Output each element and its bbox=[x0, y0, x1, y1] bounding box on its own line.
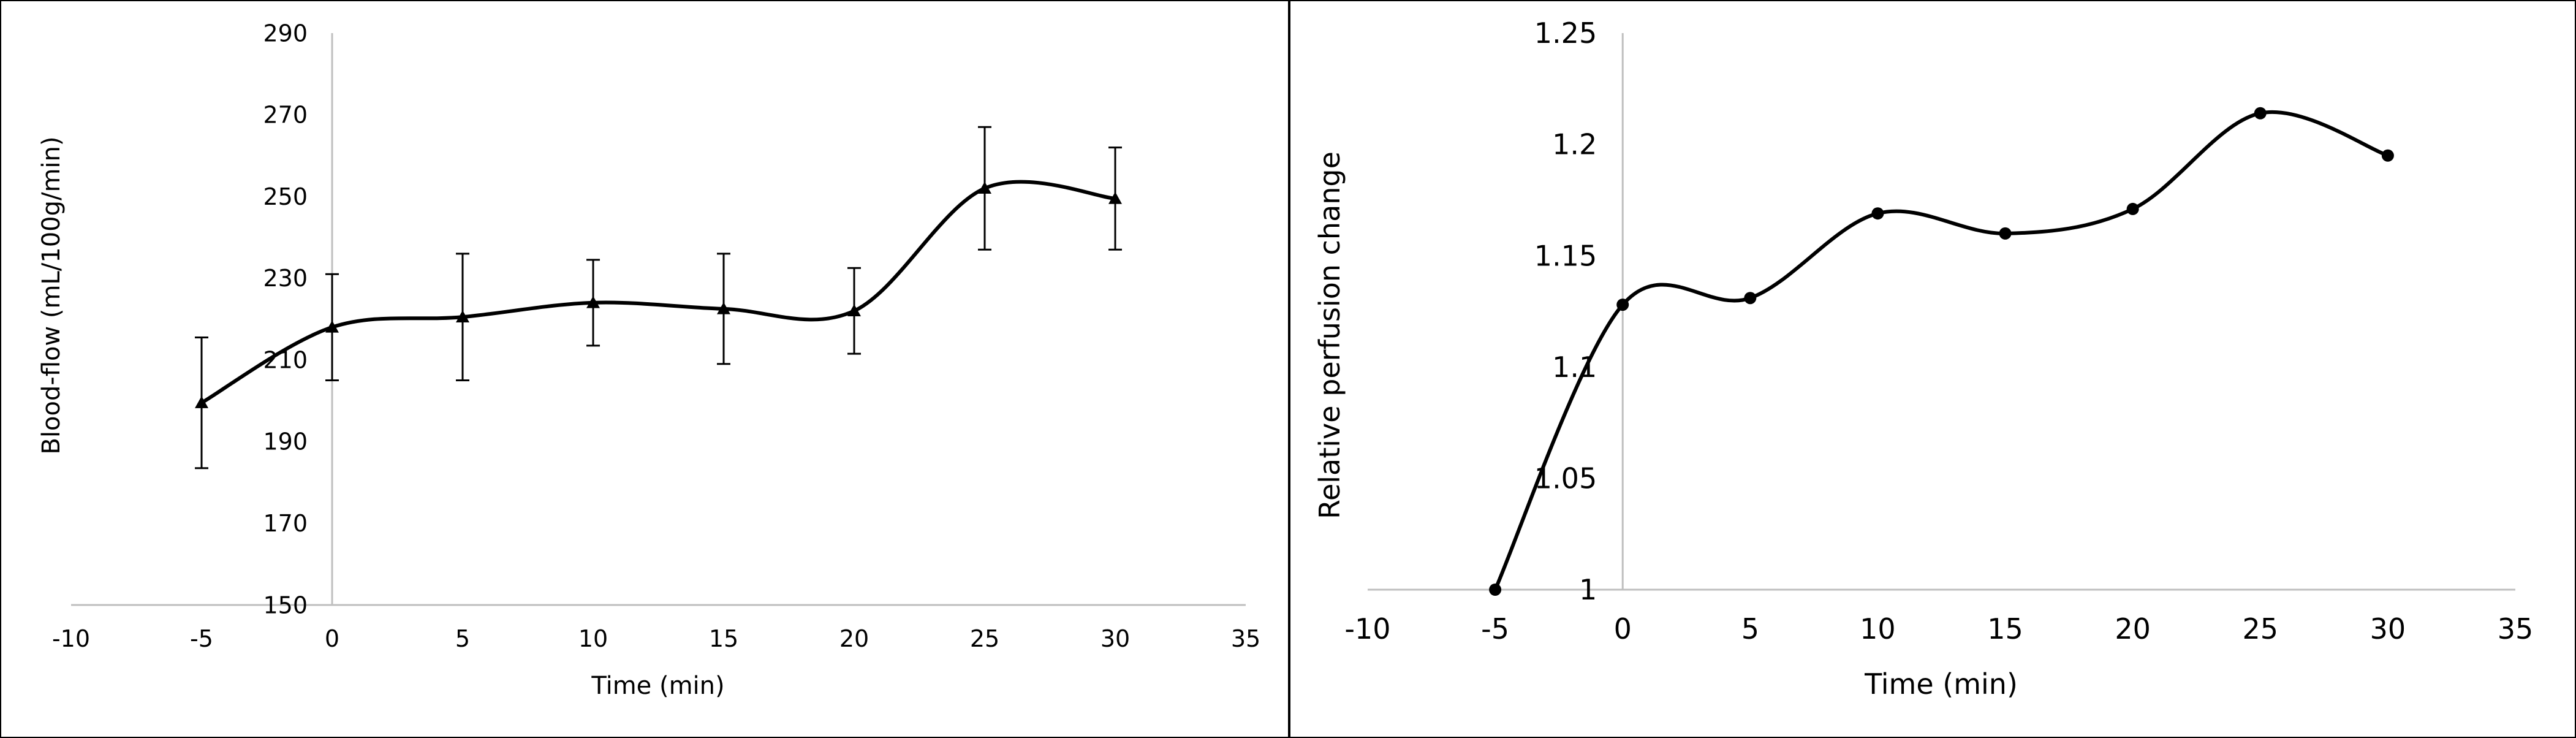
data-point bbox=[1871, 207, 1884, 220]
x-tick-label: 5 bbox=[1741, 612, 1759, 645]
x-tick-label: 25 bbox=[970, 625, 999, 652]
y-tick-label: 170 bbox=[263, 510, 308, 537]
x-axis-label: Time (min) bbox=[591, 672, 724, 700]
x-tick-label: 10 bbox=[578, 625, 608, 652]
x-tick-label: 0 bbox=[1614, 612, 1632, 645]
x-tick-label: 5 bbox=[455, 625, 470, 652]
x-tick-label: -5 bbox=[190, 625, 213, 652]
data-point bbox=[195, 396, 208, 408]
x-tick-label: 30 bbox=[1100, 625, 1130, 652]
data-point bbox=[325, 320, 339, 333]
x-tick-label: 35 bbox=[2498, 612, 2534, 645]
relative-perfusion-chart: Relative perfusion change Time (min) -10… bbox=[1313, 17, 2534, 701]
data-point bbox=[2254, 107, 2267, 120]
y-tick-label: 250 bbox=[263, 183, 308, 210]
y-axis-label: Blood-flow (mL/100g/min) bbox=[37, 136, 66, 454]
x-tick-label: 15 bbox=[709, 625, 738, 652]
data-point bbox=[717, 302, 730, 314]
x-tick-label: 20 bbox=[839, 625, 869, 652]
x-tick-label: 20 bbox=[2115, 612, 2151, 645]
y-axis-label: Relative perfusion change bbox=[1313, 151, 1346, 519]
x-tick-label: 15 bbox=[1987, 612, 2023, 645]
blood-flow-chart: Blood-flow (mL/100g/min) Time (min) -10 -… bbox=[37, 20, 1260, 700]
series-line bbox=[1493, 110, 2388, 591]
y-tick-label: 1.15 bbox=[1534, 239, 1597, 272]
y-tick-label: 230 bbox=[263, 265, 308, 292]
data-point bbox=[1489, 584, 1502, 596]
x-tick-label: 25 bbox=[2243, 612, 2279, 645]
blood-flow-chart-panel: Blood-flow (mL/100g/min) Time (min) -10 -… bbox=[1, 1, 1290, 737]
y-tick-label: 1.25 bbox=[1534, 17, 1597, 50]
x-tick-label: -10 bbox=[1344, 612, 1390, 645]
x-tick-label: 10 bbox=[1860, 612, 1896, 645]
data-point bbox=[2126, 202, 2139, 215]
x-tick-label: 30 bbox=[2370, 612, 2406, 645]
y-tick-label: 190 bbox=[263, 428, 308, 455]
data-point bbox=[456, 310, 469, 322]
data-point bbox=[1999, 227, 2012, 240]
data-point bbox=[586, 295, 600, 308]
series-line bbox=[200, 180, 1116, 405]
y-tick-label: 150 bbox=[263, 592, 308, 618]
data-point bbox=[2381, 149, 2394, 162]
data-point bbox=[1744, 292, 1757, 305]
y-tick-label: 1.2 bbox=[1552, 128, 1597, 161]
x-axis-label: Time (min) bbox=[1864, 668, 2018, 701]
x-tick-label: -10 bbox=[52, 625, 90, 652]
data-point bbox=[847, 304, 861, 316]
data-point bbox=[1616, 299, 1629, 311]
data-point bbox=[978, 181, 991, 194]
x-tick-label: -5 bbox=[1481, 612, 1509, 645]
relative-perfusion-chart-panel: Relative perfusion change Time (min) -10… bbox=[1290, 1, 2575, 737]
data-point bbox=[1108, 191, 1122, 204]
x-tick-label: 0 bbox=[325, 625, 339, 652]
x-tick-label: 35 bbox=[1231, 625, 1260, 652]
y-tick-label: 1 bbox=[1579, 573, 1597, 606]
y-tick-label: 290 bbox=[263, 20, 308, 47]
y-tick-label: 270 bbox=[263, 102, 308, 129]
